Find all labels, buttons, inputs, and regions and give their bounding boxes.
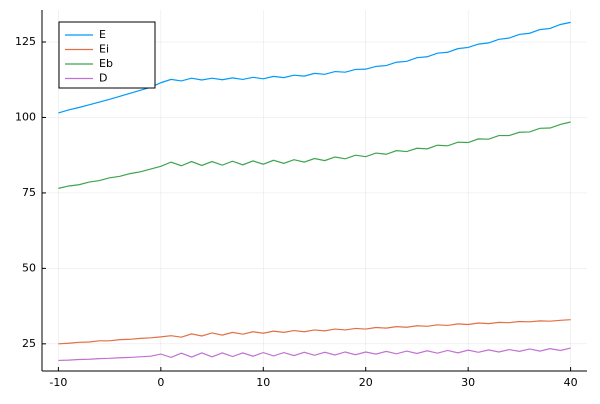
series-line	[58, 21, 571, 114]
legend-label: E	[99, 28, 106, 41]
y-tick-label: 50	[22, 261, 36, 274]
x-tick-label: 40	[564, 376, 578, 389]
series-line	[58, 347, 571, 362]
y-tick-label: 125	[15, 35, 36, 48]
series-line	[58, 319, 571, 345]
x-tick-label: -10	[49, 376, 67, 389]
x-tick-label: 20	[359, 376, 373, 389]
y-tick-label: 25	[22, 337, 36, 350]
x-tick-label: 30	[461, 376, 475, 389]
y-tick-label: 100	[15, 110, 36, 123]
x-tick-label: 0	[157, 376, 164, 389]
x-tick-label: 10	[256, 376, 270, 389]
legend-label: Ei	[99, 43, 109, 56]
legend-label: D	[99, 72, 107, 85]
legend-label: Eb	[99, 57, 113, 70]
legend-box	[58, 21, 156, 89]
series-line	[58, 121, 571, 189]
y-tick-label: 75	[22, 186, 36, 199]
